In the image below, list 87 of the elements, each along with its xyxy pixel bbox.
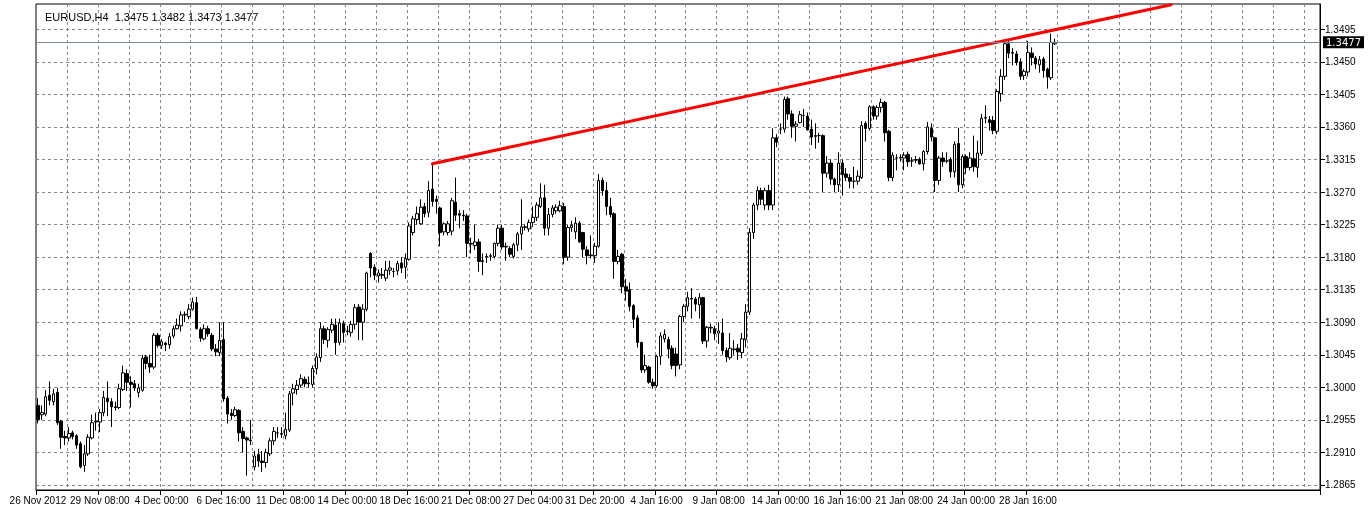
x-tick-label: 14 Dec 00:00 bbox=[317, 494, 378, 506]
y-tick-label: 1.3090 bbox=[1325, 316, 1357, 328]
x-tick-label: 28 Jan 16:00 bbox=[999, 494, 1058, 506]
y-tick-label: 1.3405 bbox=[1325, 88, 1357, 100]
x-tick-label: 4 Dec 00:00 bbox=[134, 494, 190, 506]
candlestick bbox=[369, 251, 372, 278]
candlestick bbox=[728, 332, 732, 361]
candlestick bbox=[837, 151, 840, 193]
x-tick-label: 16 Jan 16:00 bbox=[813, 494, 872, 506]
candlestick bbox=[771, 127, 775, 211]
candlestick bbox=[783, 96, 786, 134]
candlestick bbox=[589, 234, 593, 260]
candlestick bbox=[895, 153, 898, 171]
y-tick-label: 1.3135 bbox=[1325, 284, 1357, 296]
candlestick bbox=[253, 450, 256, 471]
x-tick-label: 29 Nov 08:00 bbox=[70, 494, 130, 506]
y-tick-label: 1.2910 bbox=[1325, 446, 1357, 458]
y-tick-label: 1.3360 bbox=[1325, 121, 1357, 133]
candlestick bbox=[852, 166, 856, 189]
y-tick-label: 1.3495 bbox=[1325, 23, 1357, 35]
text: EURUSD,H4 1.3475 1.3482 1.3473 1.3477 bbox=[45, 10, 259, 23]
candlestick bbox=[914, 155, 918, 164]
x-tick-label: 18 Dec 16:00 bbox=[379, 494, 440, 506]
candlestick bbox=[802, 108, 805, 128]
candlestick bbox=[1038, 55, 1041, 74]
x-tick-label: 21 Jan 08:00 bbox=[875, 494, 934, 506]
candlestick bbox=[605, 181, 608, 216]
candlestick bbox=[957, 127, 960, 193]
candlestick bbox=[798, 110, 802, 124]
x-tick-label: 14 Jan 00:00 bbox=[751, 494, 810, 506]
x-tick-label: 24 Jan 00:00 bbox=[937, 494, 996, 506]
x-tick-label: 4 Jan 16:00 bbox=[630, 494, 684, 506]
y-tick-label: 1.2865 bbox=[1325, 479, 1357, 491]
candlestick bbox=[574, 216, 577, 240]
candlestick bbox=[260, 450, 264, 473]
candlestick bbox=[465, 213, 469, 258]
candlestick bbox=[1026, 40, 1030, 77]
y-tick-label: 1.3270 bbox=[1325, 186, 1357, 198]
candlestick bbox=[334, 318, 337, 356]
candlestick bbox=[690, 287, 693, 320]
candlestick bbox=[342, 320, 345, 343]
candlestick bbox=[202, 323, 206, 341]
candlestick bbox=[303, 375, 307, 388]
candlestick bbox=[554, 203, 558, 215]
candlestick bbox=[910, 156, 914, 168]
ref-line-label: 1.3477 bbox=[1326, 36, 1361, 48]
candlestick bbox=[906, 151, 910, 168]
y-tick-label: 1.3450 bbox=[1325, 56, 1357, 68]
y-tick-label: 1.3045 bbox=[1325, 349, 1357, 361]
candlestick bbox=[988, 115, 991, 132]
y-tick-label: 1.3225 bbox=[1325, 219, 1357, 231]
candlestick bbox=[763, 187, 767, 211]
candlestick bbox=[141, 354, 144, 393]
x-tick-label: 21 Dec 08:00 bbox=[441, 494, 502, 506]
candlestick bbox=[562, 202, 566, 265]
candlestick bbox=[902, 151, 906, 171]
candlestick bbox=[195, 296, 198, 330]
candlestick bbox=[67, 426, 71, 443]
candlestick bbox=[759, 187, 763, 206]
x-tick-label: 31 Dec 20:00 bbox=[565, 494, 626, 506]
candlestick bbox=[384, 260, 388, 282]
y-tick-label: 1.3315 bbox=[1325, 153, 1357, 165]
candlestick bbox=[357, 303, 361, 341]
candlestick bbox=[257, 448, 260, 468]
candlestick bbox=[152, 332, 156, 370]
candlestick bbox=[396, 260, 399, 276]
candlestick bbox=[531, 206, 535, 228]
y-tick-label: 1.3000 bbox=[1325, 381, 1357, 393]
candlestick bbox=[199, 326, 202, 343]
candlestick bbox=[419, 198, 423, 226]
candlestick bbox=[179, 310, 183, 333]
x-tick-label: 6 Dec 16:00 bbox=[196, 494, 251, 506]
y-tick-label: 1.2955 bbox=[1325, 414, 1357, 426]
candlestick bbox=[485, 253, 488, 264]
candlestick bbox=[520, 198, 523, 251]
candlestick bbox=[377, 268, 380, 283]
x-tick-label: 9 Jan 08:00 bbox=[692, 494, 746, 506]
candlestick bbox=[814, 122, 817, 150]
candlestick bbox=[821, 133, 825, 193]
candlestick bbox=[701, 296, 705, 345]
candlestick bbox=[543, 184, 546, 236]
candlestick bbox=[713, 325, 716, 341]
x-tick-label: 11 Dec 08:00 bbox=[256, 494, 316, 506]
y-tick-label: 1.3180 bbox=[1325, 251, 1357, 263]
candlestick bbox=[508, 245, 512, 258]
x-tick-label: 27 Dec 04:00 bbox=[503, 494, 564, 506]
x-tick-label: 26 Nov 2012 bbox=[9, 494, 67, 506]
